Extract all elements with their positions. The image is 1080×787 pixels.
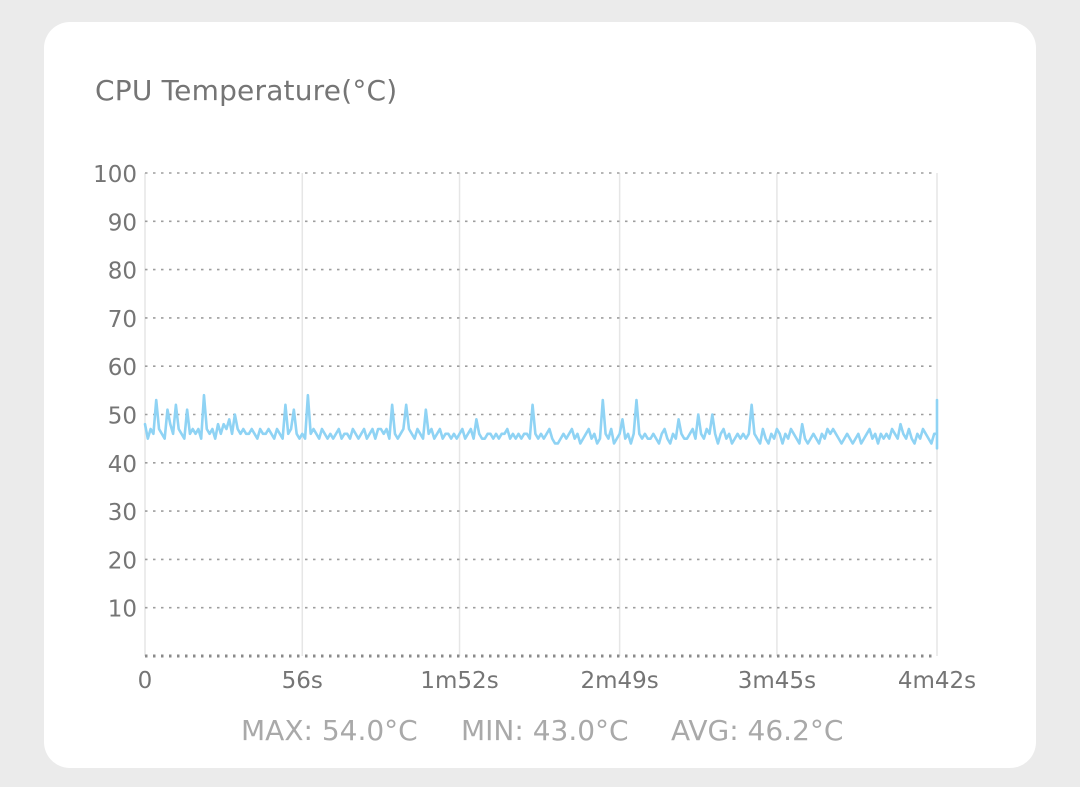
max-temp-stat: MAX: 54.0°C [241,714,418,747]
y-tick-label: 70 [108,307,137,333]
y-tick-label: 60 [108,355,137,381]
y-tick-label: 40 [108,452,137,478]
avg-temp-stat: AVG: 46.2°C [671,714,844,747]
y-tick-label: 100 [93,162,137,188]
series-layer [143,393,939,450]
grid-layer [144,172,938,656]
temperature-series-line [143,393,939,450]
y-tick-label: 10 [108,597,137,623]
y-tick-label: 80 [108,259,137,285]
x-tick-label: 1m52s [420,668,498,694]
y-tick-label: 20 [108,548,137,574]
stats-bar: MAX: 54.0°C MIN: 43.0°C AVG: 46.2°C [0,714,1080,754]
chart-title: CPU Temperature(°C) [95,74,398,107]
y-tick-label: 90 [108,210,137,236]
x-tick-label: 0 [138,668,153,694]
x-tick-label: 56s [282,668,323,694]
y-tick-label: 30 [108,500,137,526]
x-tick-label: 2m49s [580,668,658,694]
label-layer: 10 20 30 40 50 60 70 80 90 100 0 56s 1m52s 2m49s 3m45s… [93,162,976,694]
y-tick-label: 50 [108,404,137,430]
chart-card [44,22,1036,768]
min-temp-stat: MIN: 43.0°C [461,714,629,747]
x-tick-label: 3m45s [738,668,816,694]
x-tick-label: 4m42s [898,668,976,694]
